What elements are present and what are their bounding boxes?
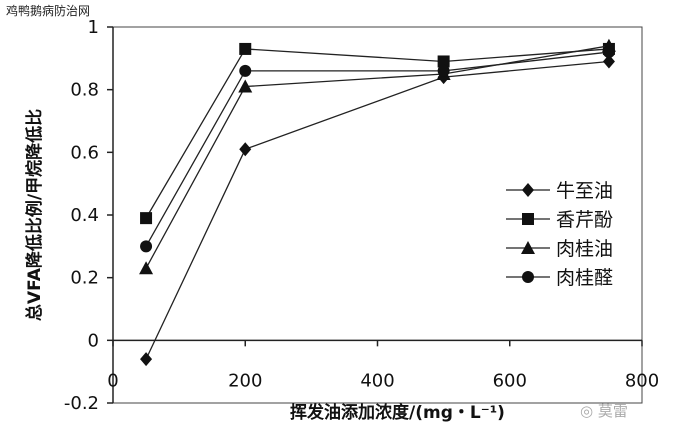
series-line [145, 51, 610, 247]
legend-label: 肉桂醛 [556, 267, 613, 289]
data-point [139, 261, 154, 275]
x-axis-title: 挥发油添加浓度/(mg・L⁻¹) [290, 402, 505, 423]
wechat-icon: ◎ [580, 402, 598, 420]
series-line [145, 45, 610, 269]
series-diamond [140, 54, 615, 367]
legend-marker [522, 213, 534, 225]
series-circle [140, 46, 615, 253]
y-tick-label: -0.2 [64, 393, 99, 414]
data-point [140, 240, 153, 253]
watermark-site-name: 鸡鸭鹅病防治网 [6, 4, 91, 18]
x-tick-label: 400 [360, 370, 394, 391]
legend-marker [522, 183, 534, 197]
y-tick-label: 0.4 [70, 205, 99, 226]
legend-marker [522, 271, 534, 283]
legend-item: 香芹酚 [506, 209, 613, 231]
series-square [140, 42, 615, 225]
series-line [145, 60, 609, 360]
watermark-author: ◎ 莫雷 [580, 400, 628, 421]
legend-label: 肉桂油 [556, 238, 613, 260]
x-tick-label: 800 [625, 370, 659, 391]
data-point [239, 142, 252, 157]
legend-item: 牛至油 [506, 180, 613, 202]
watermark-author-text: 莫雷 [597, 402, 628, 420]
y-tick-label: 0.6 [70, 142, 99, 163]
y-tick-label: 0 [88, 330, 99, 351]
data-point [140, 212, 153, 225]
y-tick-label: 0.8 [70, 80, 99, 101]
legend-label: 牛至油 [556, 180, 613, 202]
axes: -0.2 0 0.2 0.4 0.6 0.8 1 0 200 400 600 800 挥发油添加浓度/(… [24, 17, 659, 423]
legend-marker [521, 241, 535, 254]
data-point [602, 46, 615, 59]
y-tick-label: 1 [88, 17, 99, 38]
data-point [437, 64, 450, 77]
x-tick-label: 200 [228, 370, 262, 391]
legend-label: 香芹酚 [556, 209, 613, 231]
data-point [239, 64, 252, 77]
series-line [145, 48, 609, 219]
data-point [140, 352, 153, 367]
legend-item: 肉桂醛 [506, 267, 613, 289]
data-point [437, 55, 450, 68]
y-axis-title: 总VFA降低比例/甲烷降低比 [24, 109, 45, 321]
legend-item: 肉桂油 [506, 238, 613, 260]
data-point [602, 54, 615, 69]
y-tick-label: 0.2 [70, 268, 99, 289]
x-tick-label: 600 [493, 370, 527, 391]
series-group [139, 38, 616, 367]
x-tick-label: 0 [107, 370, 118, 391]
data-point [239, 42, 252, 55]
data-point [238, 79, 253, 93]
series-triangle [139, 38, 616, 275]
